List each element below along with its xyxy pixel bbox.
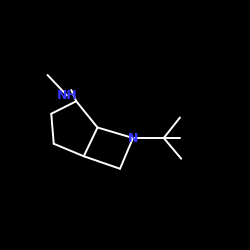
Text: NH: NH bbox=[56, 89, 78, 102]
Text: N: N bbox=[128, 132, 138, 144]
